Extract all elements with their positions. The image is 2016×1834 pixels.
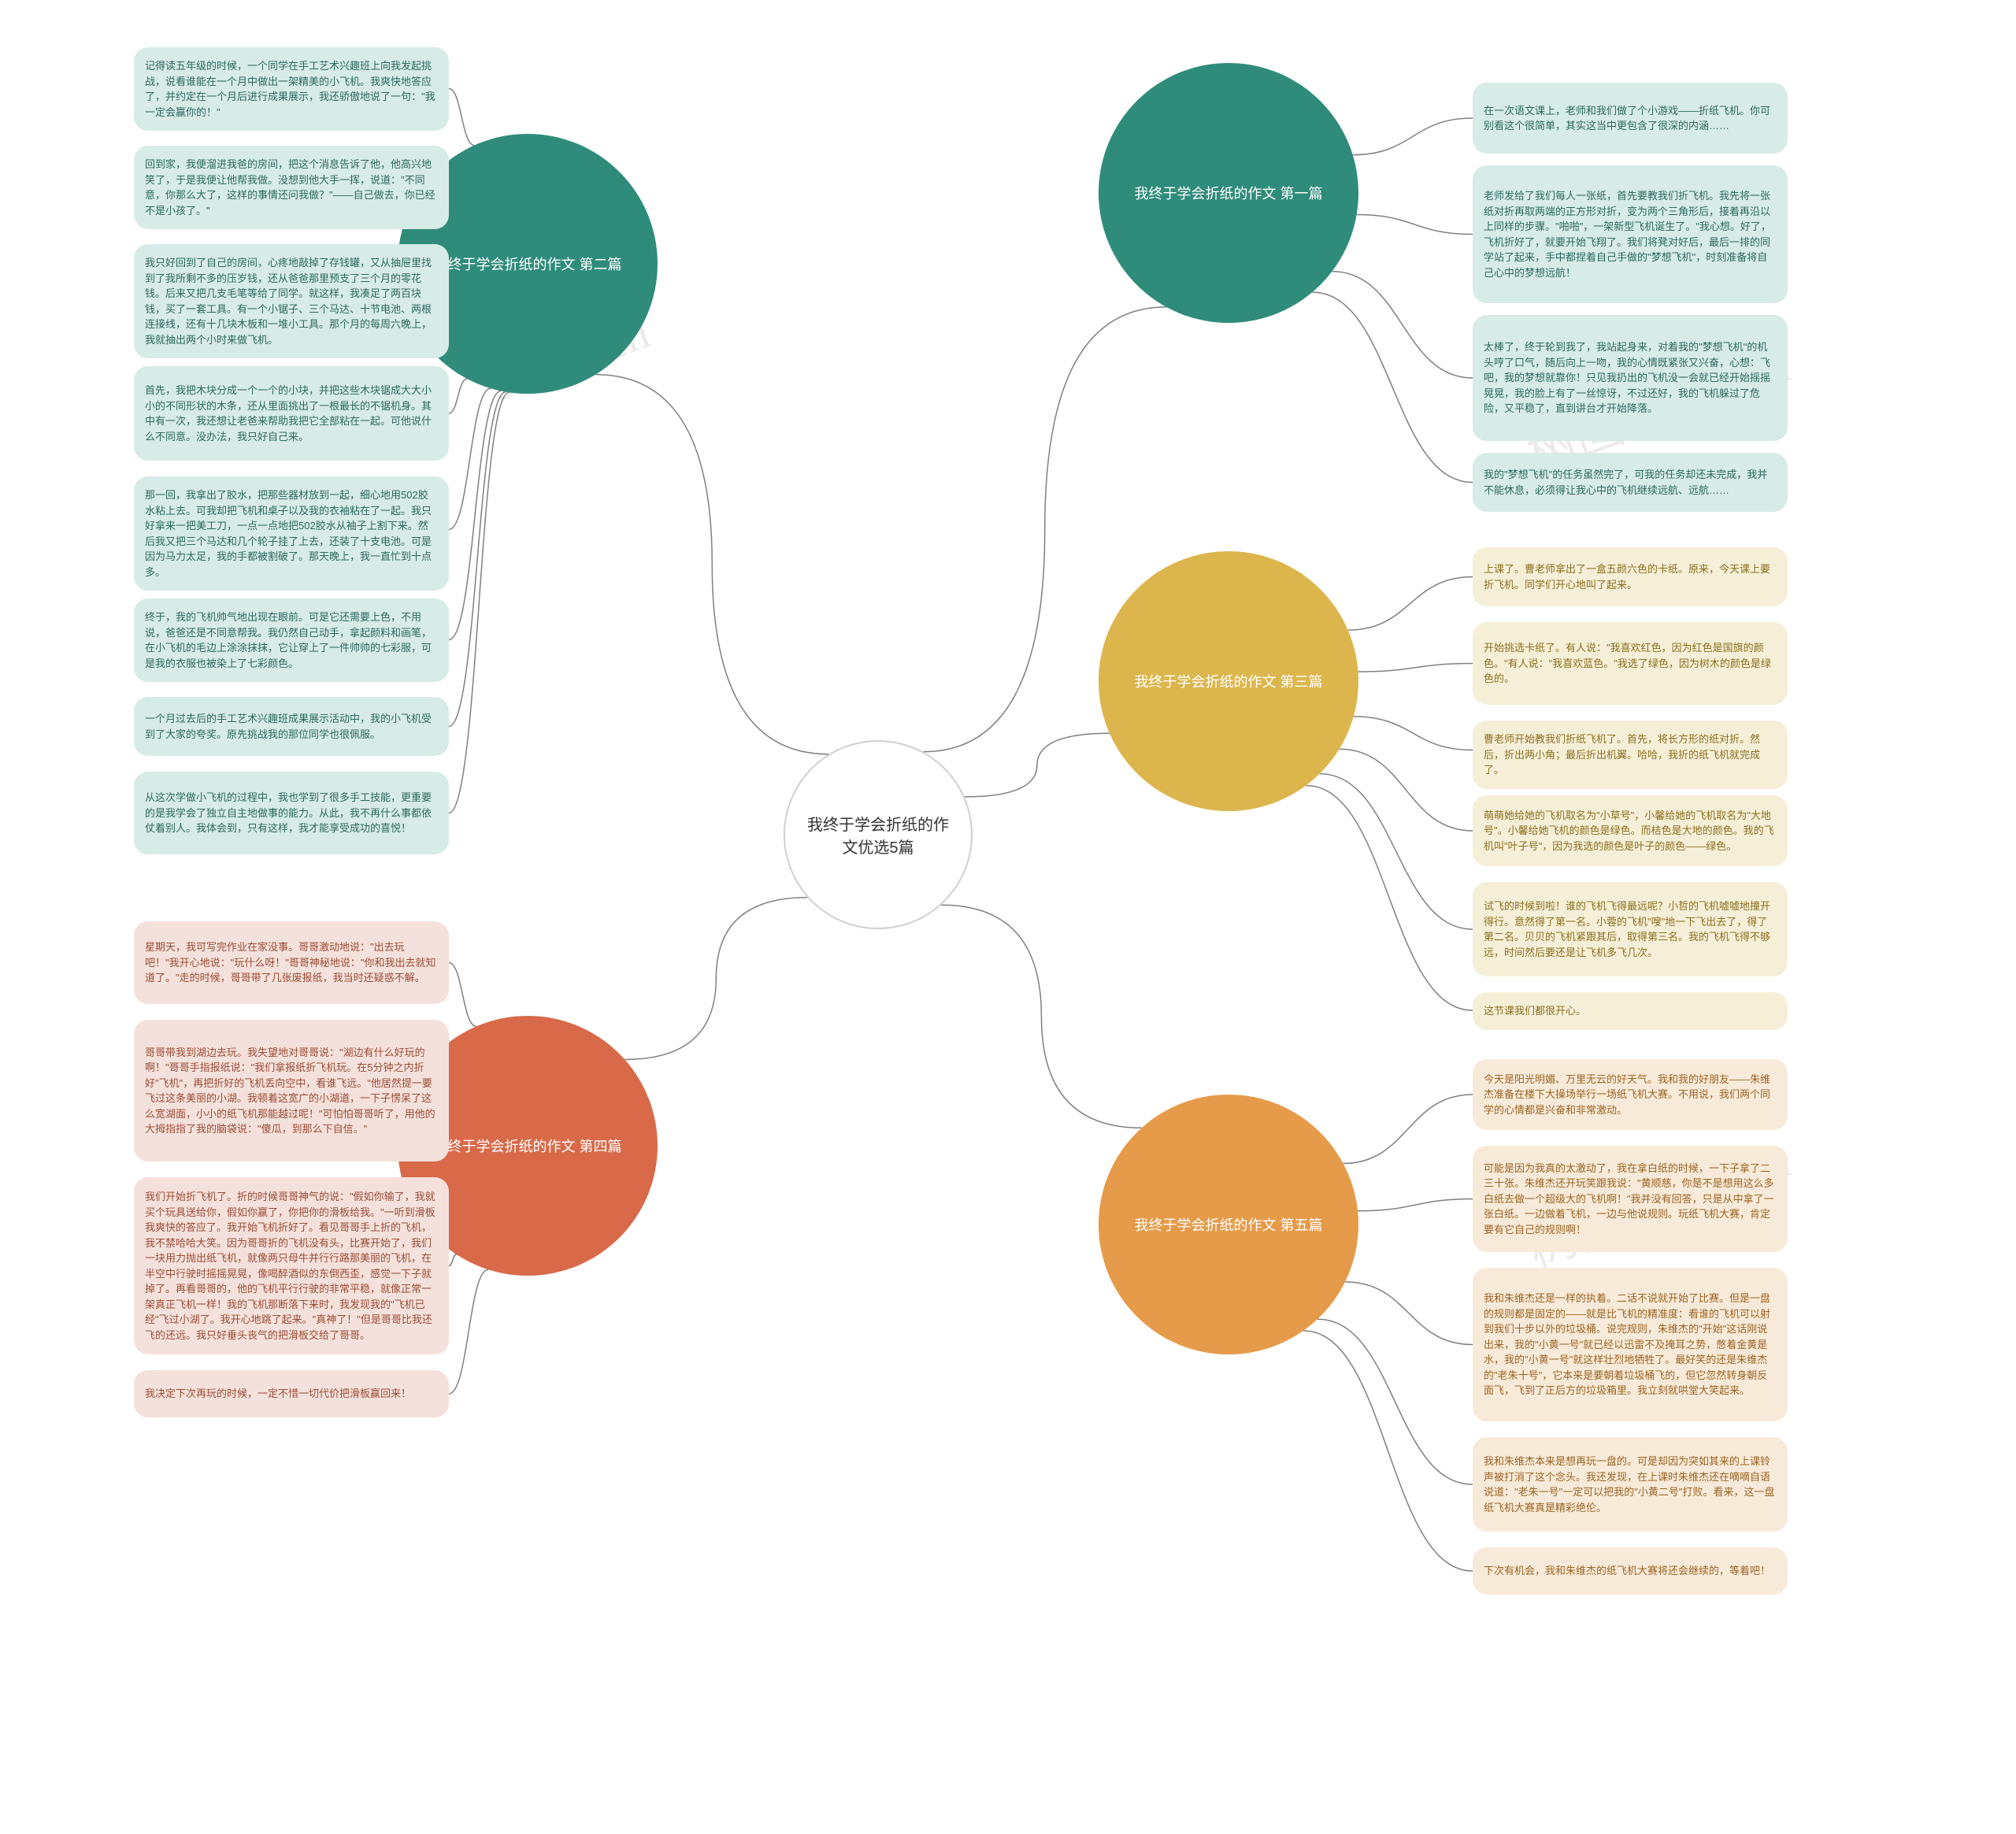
leaf-text: 这节课我们都很开心。: [1484, 1003, 1586, 1019]
leaf-text: 在一次语文课上，老师和我们做了个小游戏——折纸飞机。你可别看这个很简单，其实这当…: [1484, 103, 1777, 134]
leaf-node: 终于，我的飞机帅气地出现在眼前。可是它还需要上色，不用说，爸爸还是不同意帮我。我…: [134, 598, 449, 682]
leaf-text: 哥哥带我到湖边去玩。我失望地对哥哥说："湖边有什么好玩的啊！"哥哥手指报纸说："…: [145, 1045, 438, 1137]
leaf-text: 可能是因为我真的太激动了，我在拿白纸的时候，一下子拿了二三十张。朱维杰还开玩笑跟…: [1484, 1161, 1777, 1238]
leaf-node: 太棒了，终于轮到我了，我站起身来，对着我的"梦想飞机"的机头哼了口气，随后向上一…: [1473, 315, 1788, 441]
leaf-text: 从这次学做小飞机的过程中，我也学到了很多手工技能，更重要的是我学会了独立自主地做…: [145, 790, 438, 836]
leaf-node: 老师发给了我们每人一张纸，首先要教我们折飞机。我先将一张纸对折再取两端的正方形对…: [1473, 165, 1788, 303]
leaf-node: 那一回，我拿出了胶水，把那些器材放到一起，细心地用502胶水粘上去。可我却把飞机…: [134, 476, 449, 591]
leaf-text: 一个月过去后的手工艺术兴趣班成果展示活动中，我的小飞机受到了大家的夸奖。原先挑战…: [145, 711, 438, 742]
leaf-node: 一个月过去后的手工艺术兴趣班成果展示活动中，我的小飞机受到了大家的夸奖。原先挑战…: [134, 697, 449, 756]
leaf-text: 我和朱维杰本来是想再玩一盘的。可是却因为突如其来的上课铃声被打消了这个念头。我还…: [1484, 1454, 1777, 1515]
leaf-node: 我和朱维杰还是一样的执着。二话不说就开始了比赛。但是一盘的规则都是固定的——就是…: [1473, 1268, 1788, 1421]
leaf-text: 下次有机会，我和朱维杰的纸飞机大赛将还会继续的，等着吧！: [1484, 1563, 1770, 1579]
leaf-text: 上课了。曹老师拿出了一盒五颜六色的卡纸。原来，今天课上要折飞机。同学们开心地叫了…: [1484, 561, 1777, 592]
leaf-text: 萌萌她给她的飞机取名为"小草号"，小馨给她的飞机取名为"大地号"。小馨给她飞机的…: [1484, 808, 1777, 854]
leaf-node: 星期天，我可写完作业在家没事。哥哥激动地说："出去玩吧！"我开心地说："玩什么呀…: [134, 921, 449, 1004]
branch-label: 我终于学会折纸的作文 第二篇: [434, 254, 622, 274]
branch-label: 我终于学会折纸的作文 第五篇: [1135, 1214, 1323, 1235]
leaf-text: 首先，我把木块分成一个一个的小块，并把这些木块锯成大大小小的不同形状的木条，还从…: [145, 383, 438, 444]
leaf-node: 曹老师开始教我们折纸飞机了。首先，将长方形的纸对折。然后，折出两小角；最后折出机…: [1473, 721, 1788, 789]
center-node: 我终于学会折纸的作文优选5篇: [784, 740, 973, 929]
leaf-text: 记得读五年级的时候，一个同学在手工艺术兴趣班上向我发起挑战，说看谁能在一个月中做…: [145, 58, 438, 120]
leaf-node: 下次有机会，我和朱维杰的纸飞机大赛将还会继续的，等着吧！: [1473, 1547, 1788, 1595]
leaf-node: 首先，我把木块分成一个一个的小块，并把这些木块锯成大大小小的不同形状的木条，还从…: [134, 366, 449, 461]
leaf-node: 萌萌她给她的飞机取名为"小草号"，小馨给她的飞机取名为"大地号"。小馨给她飞机的…: [1473, 795, 1788, 866]
leaf-text: 开始挑选卡纸了。有人说："我喜欢红色，因为红色是国旗的颜色。"有人说："我喜欢蓝…: [1484, 640, 1777, 687]
leaf-node: 开始挑选卡纸了。有人说："我喜欢红色，因为红色是国旗的颜色。"有人说："我喜欢蓝…: [1473, 622, 1788, 705]
leaf-node: 在一次语文课上，老师和我们做了个小游戏——折纸飞机。你可别看这个很简单，其实这当…: [1473, 83, 1788, 154]
center-label: 我终于学会折纸的作文优选5篇: [801, 812, 955, 858]
leaf-text: 星期天，我可写完作业在家没事。哥哥激动地说："出去玩吧！"我开心地说："玩什么呀…: [145, 939, 438, 986]
leaf-text: 那一回，我拿出了胶水，把那些器材放到一起，细心地用502胶水粘上去。可我却把飞机…: [145, 487, 438, 580]
leaf-text: 今天是阳光明媚、万里无云的好天气。我和我的好朋友——朱维杰准备在楼下大操场举行一…: [1484, 1072, 1777, 1118]
leaf-node: 从这次学做小飞机的过程中，我也学到了很多手工技能，更重要的是我学会了独立自主地做…: [134, 772, 449, 854]
leaf-text: 终于，我的飞机帅气地出现在眼前。可是它还需要上色，不用说，爸爸还是不同意帮我。我…: [145, 609, 438, 671]
leaf-node: 试飞的时候到啦！谁的飞机飞得最远呢？小哲的飞机嘘嘘地撞开得行。意然得了第一名。小…: [1473, 882, 1788, 976]
leaf-node: 回到家，我便溜进我爸的房间，把这个消息告诉了他，他高兴地笑了，于是我便让他帮我做…: [134, 146, 449, 229]
leaf-text: 太棒了，终于轮到我了，我站起身来，对着我的"梦想飞机"的机头哼了口气，随后向上一…: [1484, 339, 1777, 417]
leaf-node: 可能是因为我真的太激动了，我在拿白纸的时候，一下子拿了二三十张。朱维杰还开玩笑跟…: [1473, 1146, 1788, 1252]
leaf-node: 我们开始折飞机了。折的时候哥哥神气的说："假如你输了，我就买个玩具送给你，假如你…: [134, 1177, 449, 1354]
branch-label: 我终于学会折纸的作文 第三篇: [1135, 671, 1323, 691]
leaf-node: 这节课我们都很开心。: [1473, 992, 1788, 1030]
leaf-node: 哥哥带我到湖边去玩。我失望地对哥哥说："湖边有什么好玩的啊！"哥哥手指报纸说："…: [134, 1020, 449, 1162]
branch-label: 我终于学会折纸的作文 第一篇: [1135, 183, 1323, 203]
branch-node: 我终于学会折纸的作文 第三篇: [1099, 551, 1358, 811]
leaf-text: 试飞的时候到啦！谁的飞机飞得最远呢？小哲的飞机嘘嘘地撞开得行。意然得了第一名。小…: [1484, 898, 1777, 960]
leaf-text: 回到家，我便溜进我爸的房间，把这个消息告诉了他，他高兴地笑了，于是我便让他帮我做…: [145, 157, 438, 218]
leaf-node: 我决定下次再玩的时候，一定不惜一切代价把滑板赢回来！: [134, 1370, 449, 1417]
leaf-text: 我的"梦想飞机"的任务虽然完了，可我的任务却还未完成，我并不能休息，必须得让我心…: [1484, 467, 1777, 498]
leaf-node: 我只好回到了自己的房间，心疼地敲掉了存钱罐，又从抽屉里找到了我所剩不多的压岁钱，…: [134, 244, 449, 358]
leaf-node: 我和朱维杰本来是想再玩一盘的。可是却因为突如其来的上课铃声被打消了这个念头。我还…: [1473, 1437, 1788, 1532]
branch-node: 我终于学会折纸的作文 第一篇: [1099, 63, 1358, 323]
leaf-text: 我和朱维杰还是一样的执着。二话不说就开始了比赛。但是一盘的规则都是固定的——就是…: [1484, 1291, 1777, 1399]
leaf-text: 曹老师开始教我们折纸飞机了。首先，将长方形的纸对折。然后，折出两小角；最后折出机…: [1484, 732, 1777, 778]
leaf-node: 我的"梦想飞机"的任务虽然完了，可我的任务却还未完成，我并不能休息，必须得让我心…: [1473, 453, 1788, 512]
leaf-text: 我决定下次再玩的时候，一定不惜一切代价把滑板赢回来！: [145, 1386, 411, 1402]
branch-label: 我终于学会折纸的作文 第四篇: [434, 1136, 622, 1156]
leaf-text: 老师发给了我们每人一张纸，首先要教我们折飞机。我先将一张纸对折再取两端的正方形对…: [1484, 188, 1777, 280]
leaf-node: 记得读五年级的时候，一个同学在手工艺术兴趣班上向我发起挑战，说看谁能在一个月中做…: [134, 47, 449, 131]
branch-node: 我终于学会折纸的作文 第五篇: [1099, 1095, 1358, 1354]
leaf-node: 今天是阳光明媚、万里无云的好天气。我和我的好朋友——朱维杰准备在楼下大操场举行一…: [1473, 1059, 1788, 1130]
leaf-text: 我只好回到了自己的房间，心疼地敲掉了存钱罐，又从抽屉里找到了我所剩不多的压岁钱，…: [145, 255, 438, 347]
leaf-node: 上课了。曹老师拿出了一盒五颜六色的卡纸。原来，今天课上要折飞机。同学们开心地叫了…: [1473, 547, 1788, 606]
leaf-text: 我们开始折飞机了。折的时候哥哥神气的说："假如你输了，我就买个玩具送给你，假如你…: [145, 1189, 438, 1343]
